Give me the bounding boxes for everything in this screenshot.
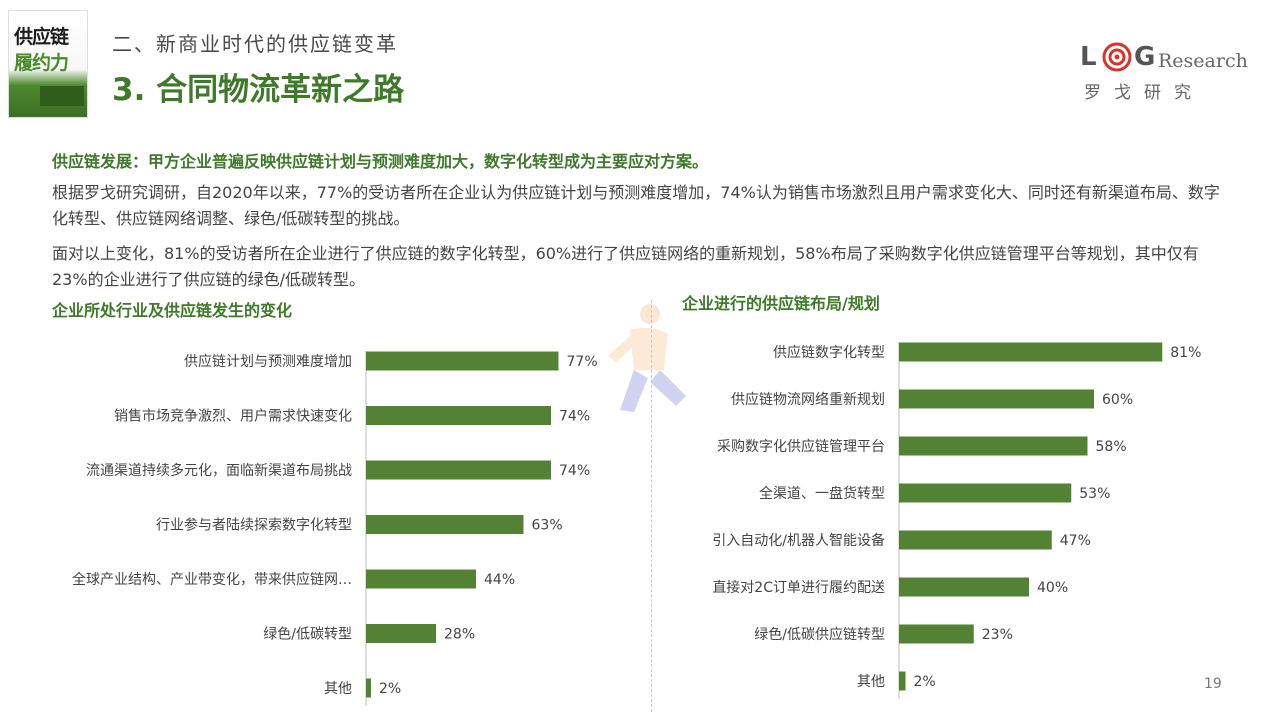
right-chart-category-label: 绿色/低碳供应链转型 <box>754 626 885 643</box>
right-chart-bar <box>899 483 1072 503</box>
left-chart-title: 企业所处行业及供应链发生的变化 <box>52 301 293 320</box>
right-chart-category-label: 引入自动化/机器人智能设备 <box>712 532 885 549</box>
right-chart-bar <box>899 436 1088 456</box>
left-chart-category-label: 行业参与者陆续探索数字化转型 <box>156 517 352 534</box>
section-label: 二、新商业时代的供应链变革 <box>112 32 398 56</box>
right-chart-title: 企业进行的供应链布局/规划 <box>682 294 880 313</box>
right-chart-category-label: 供应链数字化转型 <box>773 344 885 361</box>
right-chart-value-label: 40% <box>1037 580 1068 596</box>
left-chart-category-label: 其他 <box>324 681 352 697</box>
page-number: 19 <box>1204 676 1222 692</box>
left-chart-category-label: 绿色/低碳转型 <box>263 626 352 643</box>
right-chart-category-label: 供应链物流网络重新规划 <box>731 391 885 408</box>
right-chart-value-label: 58% <box>1096 439 1127 455</box>
left-chart-category-label: 供应链计划与预测难度增加 <box>184 353 352 370</box>
right-chart-category-label: 全渠道、一盘货转型 <box>759 485 885 502</box>
book-title-line2: 履约力 <box>14 52 69 74</box>
right-chart-bar <box>899 577 1029 597</box>
book-title-line1: 供应链 <box>14 26 69 48</box>
right-chart-bar <box>899 389 1094 409</box>
left-bar-chart: 供应链计划与预测难度增加 77% 销售市场竞争激烈、用户需求快速变化 74% 流通渠道持… <box>72 351 598 706</box>
paragraph-2: 面对以上变化，81%的受访者所在企业进行了供应链的数字化转型，60%进行了供应链… <box>52 244 1199 289</box>
right-chart-bar <box>899 530 1052 550</box>
paragraph-1: 根据罗戈研究调研，自2020年以来，77%的受访者所在企业认为供应链计划与预测难… <box>52 183 1220 228</box>
left-chart-value-label: 63% <box>532 518 563 534</box>
left-chart-bar <box>366 515 524 534</box>
left-chart-bar <box>366 678 371 698</box>
left-chart-category-label: 流通渠道持续多元化，面临新渠道布局挑战 <box>86 462 352 479</box>
left-chart-value-label: 74% <box>559 409 590 425</box>
left-chart-bar <box>366 624 436 643</box>
logo-research: Research <box>1158 50 1248 72</box>
right-chart-category-label: 采购数字化供应链管理平台 <box>717 438 885 455</box>
right-chart-value-label: 2% <box>914 674 936 690</box>
right-chart-category-label: 直接对2C订单进行履约配送 <box>712 579 885 596</box>
left-chart-value-label: 77% <box>567 354 598 370</box>
right-chart-value-label: 47% <box>1060 533 1091 549</box>
right-chart-bar <box>899 671 906 691</box>
left-chart-bar <box>366 351 559 371</box>
headline: 供应链发展：甲方企业普遍反映供应链计划与预测难度加大，数字化转型成为主要应对方案… <box>52 152 709 171</box>
right-chart-value-label: 81% <box>1170 345 1201 361</box>
left-chart-bar <box>366 460 551 480</box>
right-chart-value-label: 23% <box>982 627 1013 643</box>
right-chart-category-label: 其他 <box>857 674 885 690</box>
right-chart-bar <box>899 342 1163 362</box>
logo-letter-g: G <box>1134 42 1156 72</box>
logo-chinese: 罗戈研究 <box>1084 83 1204 103</box>
left-chart-value-label: 44% <box>484 572 515 588</box>
left-chart-category-label: 销售市场竞争激烈、用户需求快速变化 <box>114 408 352 425</box>
left-chart-value-label: 2% <box>379 681 401 697</box>
page-title: 3. 合同物流革新之路 <box>112 72 405 108</box>
left-chart-bar <box>366 569 476 589</box>
left-chart-category-label: 全球产业结构、产业带变化，带来供应链网… <box>72 571 352 588</box>
left-chart-value-label: 28% <box>444 627 475 643</box>
runner-illustration <box>608 304 686 412</box>
left-chart-bar <box>366 406 551 425</box>
book-cover-truck-graphic <box>40 86 84 106</box>
right-chart-value-label: 60% <box>1102 392 1133 408</box>
logo-letter-l: L <box>1080 42 1097 72</box>
right-chart-bar <box>899 624 974 644</box>
right-chart-value-label: 53% <box>1079 486 1110 502</box>
logo-target-icon <box>1102 42 1132 72</box>
left-chart-value-label: 74% <box>559 463 590 479</box>
chart-divider <box>651 300 652 712</box>
right-bar-chart: 供应链数字化转型 81% 供应链物流网络重新规划 60% 采购数字化供应链管理平台 58%… <box>712 342 1201 699</box>
